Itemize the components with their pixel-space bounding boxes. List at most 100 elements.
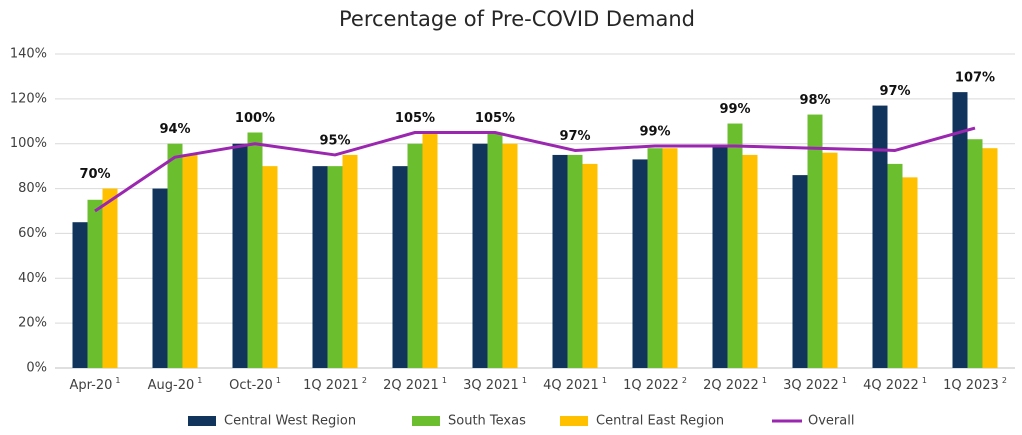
x-tick-label: Oct-20 1 [229, 376, 281, 393]
bar [487, 132, 503, 368]
category: 2Q 2022 [703, 378, 759, 393]
y-tick-label: 0% [26, 361, 47, 376]
category: 1Q 2021 [303, 378, 359, 393]
y-tick-label: 20% [18, 316, 47, 331]
bar [567, 154, 583, 368]
data-label: 99% [639, 124, 670, 139]
x-tick-label: Aug-20 1 [148, 376, 203, 393]
bar [952, 92, 968, 368]
category: 2Q 2021 [383, 378, 439, 393]
bar [262, 166, 278, 368]
category: 1Q 2022 [623, 378, 679, 393]
data-label: 105% [475, 111, 515, 126]
category: 1Q 2023 [943, 378, 999, 393]
bar [662, 148, 678, 368]
bar [167, 143, 183, 368]
x-tick-label: 3Q 2022 1 [783, 376, 847, 393]
x-tick-label: 1Q 2023 2 [943, 376, 1007, 393]
bar [887, 163, 903, 368]
bar [727, 123, 743, 369]
bar [632, 159, 648, 368]
x-tick-label: 4Q 2021 1 [543, 376, 607, 393]
bar [742, 154, 758, 368]
legend-swatch [188, 416, 216, 426]
x-tick-label: 4Q 2022 1 [863, 376, 927, 393]
category: 3Q 2021 [463, 378, 519, 393]
footnote: 1 [197, 376, 202, 385]
footnote: 1 [602, 376, 607, 385]
bar [392, 166, 408, 368]
footnote: 1 [922, 376, 927, 385]
bar [87, 199, 103, 368]
data-label: 70% [79, 167, 110, 182]
legend-swatch [412, 416, 440, 426]
bar [247, 132, 263, 368]
bar [552, 154, 568, 368]
data-label: 98% [799, 93, 830, 108]
y-tick-label: 140% [10, 47, 47, 62]
bar [967, 139, 983, 368]
footnote: 1 [115, 376, 120, 385]
data-label: 97% [879, 84, 910, 99]
x-tick-label: 2Q 2022 1 [703, 376, 767, 393]
legend-label: Overall [808, 414, 854, 429]
legend-label: Central East Region [596, 414, 724, 429]
bar [712, 145, 728, 368]
bar [342, 154, 358, 368]
footnote: 1 [762, 376, 767, 385]
bar [422, 132, 438, 368]
bar [822, 152, 838, 368]
bar [152, 188, 168, 368]
legend-swatch [560, 416, 588, 426]
y-tick-label: 100% [10, 136, 47, 151]
bar [327, 166, 343, 368]
x-tick-label: 1Q 2021 2 [303, 376, 367, 393]
bar [502, 143, 518, 368]
footnote: 1 [522, 376, 527, 385]
y-tick-label: 60% [18, 226, 47, 241]
footnote: 1 [442, 376, 447, 385]
footnote: 1 [276, 376, 281, 385]
x-tick-label: Apr-20 1 [70, 376, 121, 393]
data-label: 95% [319, 133, 350, 148]
category: Oct-20 [229, 378, 273, 393]
y-tick-label: 120% [10, 91, 47, 106]
data-label: 100% [235, 111, 275, 126]
chart-title: Percentage of Pre-COVID Demand [339, 7, 695, 31]
x-tick-label: 2Q 2021 1 [383, 376, 447, 393]
x-tick-label: 1Q 2022 2 [623, 376, 687, 393]
data-label: 107% [955, 71, 995, 86]
bar [982, 148, 998, 368]
y-tick-label: 80% [18, 181, 47, 196]
legend-label: Central West Region [224, 414, 356, 429]
category: 4Q 2021 [543, 378, 599, 393]
category: 4Q 2022 [863, 378, 919, 393]
bar [582, 163, 598, 368]
bar [872, 105, 888, 368]
category: 3Q 2022 [783, 378, 839, 393]
category: Apr-20 [70, 378, 113, 393]
footnote: 1 [842, 376, 847, 385]
bar [182, 154, 198, 368]
bar [312, 166, 328, 368]
data-label: 99% [719, 102, 750, 117]
data-label: 94% [159, 122, 190, 137]
footnote: 2 [1002, 376, 1007, 385]
x-tick-label: 3Q 2021 1 [463, 376, 527, 393]
bar [902, 177, 918, 368]
bar [407, 143, 423, 368]
legend-label: South Texas [448, 414, 526, 429]
bar [647, 148, 663, 368]
bar [472, 143, 488, 368]
bar [232, 143, 248, 368]
bar [792, 175, 808, 368]
footnote: 2 [682, 376, 687, 385]
bar [807, 114, 823, 368]
y-tick-label: 40% [18, 271, 47, 286]
category: Aug-20 [148, 378, 195, 393]
line [94, 126, 976, 213]
bar [102, 188, 118, 368]
footnote: 2 [362, 376, 367, 385]
data-label: 97% [559, 129, 590, 144]
